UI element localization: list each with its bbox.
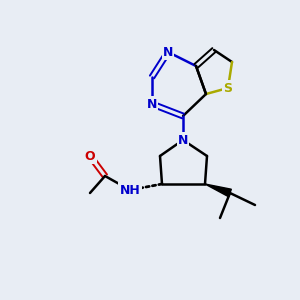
Text: N: N bbox=[147, 98, 157, 110]
Text: O: O bbox=[85, 149, 95, 163]
Text: N: N bbox=[163, 46, 173, 59]
Text: S: S bbox=[224, 82, 232, 94]
Text: N: N bbox=[178, 134, 188, 146]
Text: NH: NH bbox=[120, 184, 140, 196]
Polygon shape bbox=[205, 184, 231, 197]
